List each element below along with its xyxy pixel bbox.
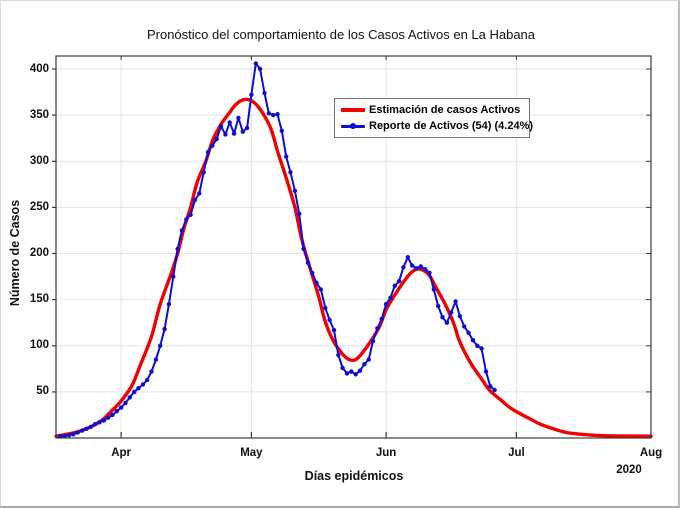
- year-label: 2020: [616, 464, 642, 476]
- y-tick-label: 50: [36, 385, 49, 398]
- x-axis-label: Días epidémicos: [304, 469, 404, 483]
- legend-entry-report: Reporte de Activos (54) (4.24%): [341, 118, 533, 134]
- axis-box: [55, 55, 652, 439]
- y-tick-label: 400: [29, 62, 49, 75]
- x-tick-label: Apr: [111, 447, 131, 459]
- y-tick-label: 300: [29, 154, 49, 167]
- y-tick-label: 100: [29, 339, 49, 352]
- x-tick-label: Aug: [639, 447, 663, 459]
- x-tick-label: Jun: [375, 447, 397, 459]
- report-markers: [58, 61, 497, 439]
- legend-label-report: Reporte de Activos (54) (4.24%): [369, 120, 534, 133]
- y-tick-label: 250: [29, 200, 49, 213]
- legend: Estimación de casos Activos Reporte de A…: [334, 98, 533, 138]
- report-line-sample-icon: [341, 119, 365, 133]
- series-curves: [54, 61, 653, 439]
- estimation-curve: [54, 97, 653, 438]
- y-tick-label: 350: [29, 108, 49, 121]
- y-tick-label: 150: [29, 293, 49, 306]
- legend-label-estimation: Estimación de casos Activos: [369, 103, 521, 116]
- legend-entry-estimation: Estimación de casos Activos: [341, 102, 525, 118]
- axes-and-ticks: [52, 55, 652, 439]
- y-tick-label: 200: [29, 247, 49, 259]
- x-tick-label: Jul: [508, 447, 525, 459]
- x-tick-label: May: [240, 447, 263, 459]
- chart-title: Pronóstico del comportamiento de los Cas…: [146, 27, 536, 42]
- estimation-line-sample-icon: [341, 103, 365, 117]
